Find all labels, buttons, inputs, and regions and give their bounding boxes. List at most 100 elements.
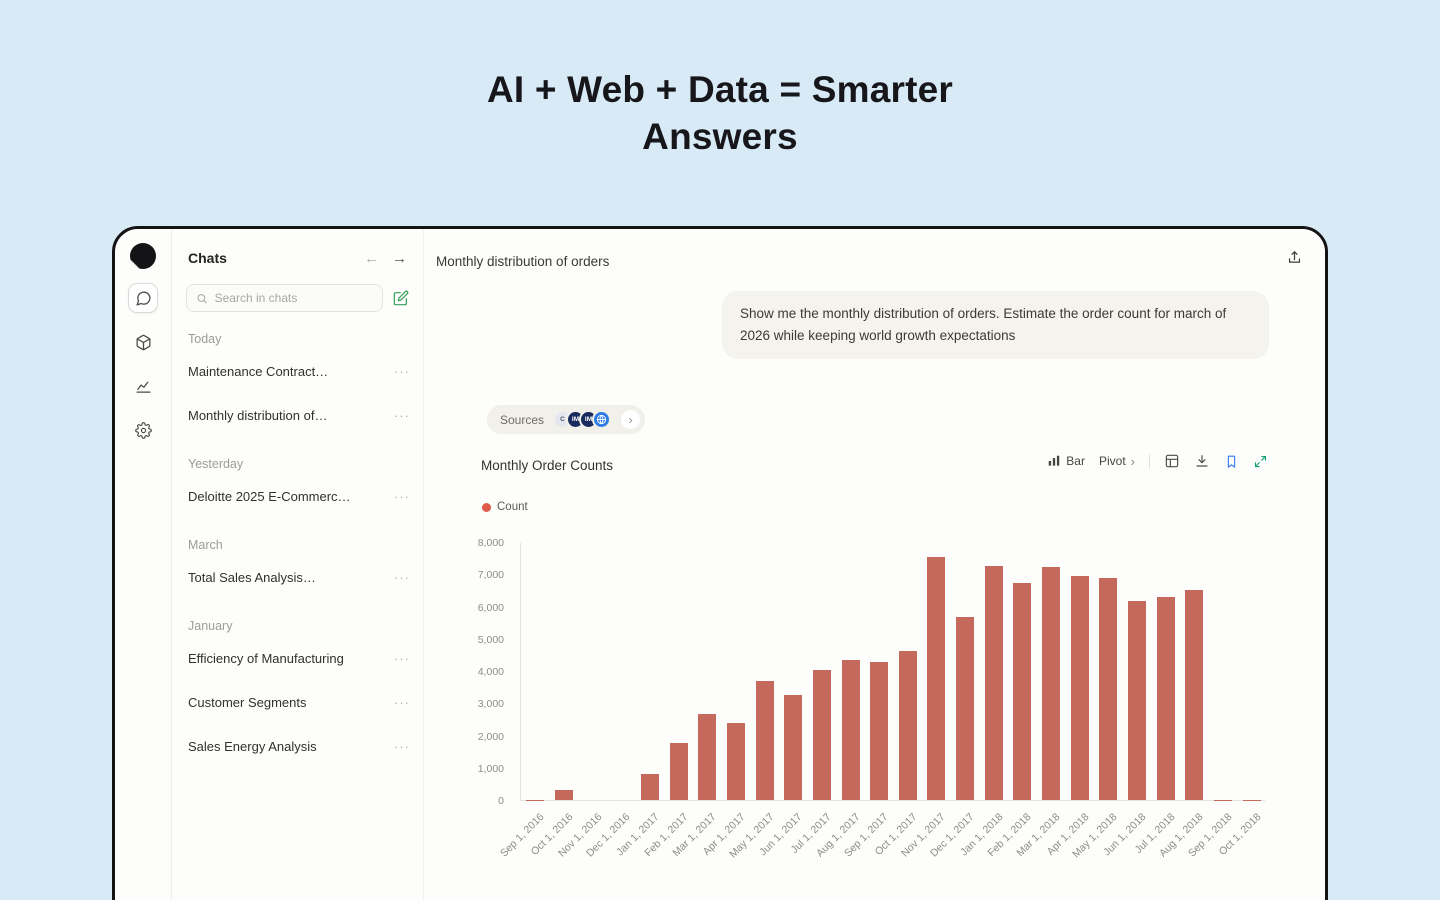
chart-bar[interactable] [1156,597,1175,800]
icon-rail [115,229,172,900]
chart-bar[interactable] [841,660,860,800]
y-axis-label: 0 [498,795,504,807]
y-axis-label: 8,000 [477,537,504,549]
nav-settings-button[interactable] [128,415,158,445]
chat-list-item[interactable]: Customer Segments ··· [172,680,423,724]
chat-list: Today Maintenance Contract… ··· Monthly dis… [172,329,423,768]
download-button[interactable] [1194,453,1210,469]
back-arrow-button[interactable]: ← [364,249,379,267]
save-to-dashboard-button[interactable] [1164,453,1180,469]
user-message-bubble: Show me the monthly distribution of orde… [722,291,1269,359]
chat-list-item[interactable]: Deloitte 2025 E-Commerc… ··· [172,474,423,518]
y-axis-label: 4,000 [477,666,504,678]
chat-item-menu-button[interactable]: ··· [394,363,410,379]
chart-bar[interactable] [984,565,1003,800]
chart-bar[interactable] [726,722,745,800]
share-upload-icon [1288,251,1301,263]
chart-bar[interactable] [1070,576,1089,800]
section-label: Yesterday [188,457,244,471]
chart-bar[interactable] [1042,567,1061,800]
chat-list-item[interactable]: Sales Energy Analysis ··· [172,724,423,768]
chart-title: Monthly Order Counts [481,458,614,473]
chart-bar[interactable] [898,650,917,800]
chart-plot [520,543,1265,801]
globe-favicon-icon [592,410,612,429]
nav-data-button[interactable] [128,327,158,357]
chat-item-title: Deloitte 2025 E-Commerc… [188,488,351,504]
chat-item-menu-button[interactable]: ··· [394,650,410,666]
chat-item-title: Total Sales Analysis… [188,569,316,585]
app-logo-icon[interactable] [130,243,156,269]
source-favicons: C IM IM [553,410,612,429]
chart-bar[interactable] [1128,601,1147,800]
chart-bar[interactable] [812,670,831,800]
sidebar-title: Chats [188,250,227,266]
chart-bar[interactable] [669,742,688,800]
chat-bubble-icon [135,290,151,306]
chart-bar[interactable] [1185,590,1204,800]
forward-arrow-button[interactable]: → [392,249,407,267]
chat-item-title: Monthly distribution of… [188,407,328,423]
chat-item-title: Sales Energy Analysis [188,738,317,754]
y-axis-label: 6,000 [477,601,504,614]
chart-legend[interactable]: Count [482,501,528,513]
chat-item-menu-button[interactable]: ··· [394,407,410,423]
compose-icon [393,290,409,306]
y-axis: 0 1,000 2,000 3,000 4,000 5,000 6,000 7,000 8,00… [458,537,512,807]
pivot-button[interactable]: Pivot › [1099,454,1135,469]
bookmark-button[interactable] [1224,454,1239,469]
chart-bar[interactable] [784,695,803,800]
new-chat-button[interactable] [393,290,409,306]
chart-type-label: Bar [1066,454,1085,468]
chart-bar[interactable] [1099,578,1118,800]
chat-item-menu-button[interactable]: ··· [394,488,410,504]
chart-bar[interactable] [755,680,774,800]
chat-item-menu-button[interactable]: ··· [394,738,410,754]
chat-list-item[interactable]: Monthly distribution of… ··· [172,393,423,437]
section-label: January [188,619,233,633]
chart-bar[interactable] [956,617,975,800]
y-axis-label: 3,000 [477,698,504,711]
download-icon [1196,455,1208,467]
chat-item-menu-button[interactable]: ··· [394,569,410,585]
chat-list-item[interactable]: Efficiency of Manufacturing ··· [172,636,423,680]
fullscreen-button[interactable] [1253,454,1268,469]
grid-icon [1165,454,1179,468]
conversation-title: Monthly distribution of orders [436,254,610,269]
chart-bar[interactable] [554,789,573,800]
sidebar-header: Chats ← → [172,247,423,269]
toolbar-divider [1149,453,1150,469]
chart-bar[interactable] [698,713,717,800]
chart-bar[interactable] [870,661,889,800]
search-input[interactable] [214,291,373,305]
chart-toolbar: Bar Pivot › [1047,453,1268,469]
sources-expand-button[interactable]: › [621,410,641,429]
chart-bar[interactable] [1214,799,1233,800]
expand-icon [1254,455,1267,467]
chat-list-item[interactable]: Total Sales Analysis… ··· [172,555,423,599]
export-button[interactable] [1286,249,1303,266]
chart-bar[interactable] [1013,583,1032,800]
pivot-label: Pivot [1098,454,1126,468]
main-panel: Monthly distribution of orders Show me t… [424,229,1325,900]
nav-chats-button[interactable] [128,283,158,313]
section-label: March [188,538,223,552]
chat-item-menu-button[interactable]: ··· [394,694,410,710]
search-box[interactable] [186,284,383,312]
line-chart-icon [135,381,151,393]
sources-pill[interactable]: Sources C IM IM › [487,405,646,434]
legend-label: Count [497,501,528,513]
chart-bar[interactable] [927,556,946,800]
chat-list-item[interactable]: Maintenance Contract… ··· [172,349,423,393]
y-axis-label: 1,000 [477,762,504,775]
nav-charts-button[interactable] [128,371,158,401]
chart-type-button[interactable]: Bar [1047,454,1085,468]
chat-item-title: Efficiency of Manufacturing [188,650,344,666]
page-heading: AI + Web + Data = Smarter Answers [0,66,1440,160]
search-row [172,284,423,312]
section-label: Today [188,332,222,346]
cube-icon [135,334,151,350]
chart-bar[interactable] [640,774,659,800]
